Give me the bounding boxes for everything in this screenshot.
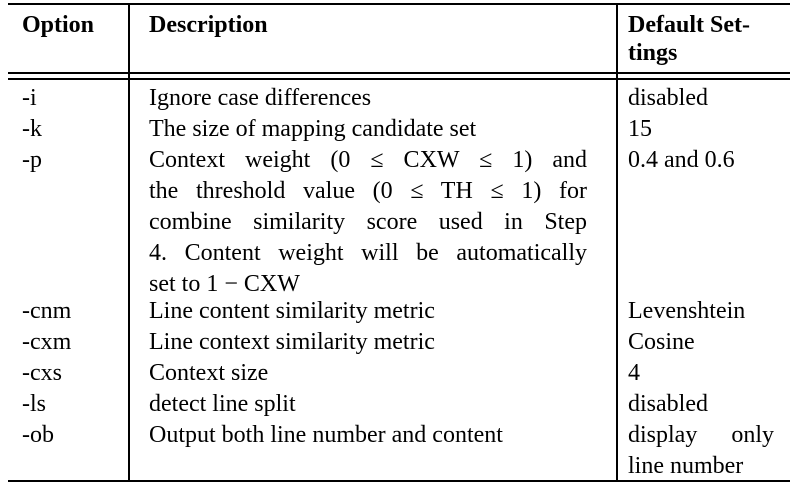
default-ob-line-2: line number — [628, 453, 744, 479]
option-cnm: -cnm — [22, 298, 72, 324]
header-default-line-2: tings — [628, 40, 678, 66]
default-p: 0.4 and 0.6 — [628, 147, 735, 173]
option-ls: -ls — [22, 391, 46, 417]
description-p-line-1: Context weight (0 ≤ CXW ≤ 1) and — [149, 147, 587, 173]
header-description: Description — [149, 12, 268, 38]
option-cxs: -cxs — [22, 360, 62, 386]
default-k: 15 — [628, 116, 652, 142]
description-k: The size of mapping candidate set — [149, 116, 477, 142]
column-divider-2 — [616, 3, 618, 482]
bottom-rule — [8, 480, 790, 482]
header-option: Option — [22, 12, 95, 38]
description-ob: Output both line number and content — [149, 422, 503, 448]
options-table: Option Description Default Set- tings -i… — [8, 3, 790, 482]
description-cxs: Context size — [149, 360, 269, 386]
option-cxm: -cxm — [22, 329, 72, 355]
default-i: disabled — [628, 85, 708, 111]
top-rule — [8, 3, 790, 5]
default-cxm: Cosine — [628, 329, 695, 355]
description-p-line-4: 4. Content weight will be automatically — [149, 240, 587, 266]
option-k: -k — [22, 116, 42, 142]
default-ob-line-1: display only — [628, 422, 774, 448]
description-p-line-3: combine similarity score used in Step — [149, 209, 587, 235]
default-ls: disabled — [628, 391, 708, 417]
option-i: -i — [22, 85, 37, 111]
option-p: -p — [22, 147, 42, 173]
header-default-line-1: Default Set- — [628, 12, 750, 38]
description-ls: detect line split — [149, 391, 296, 417]
default-cxs: 4 — [628, 360, 640, 386]
column-divider-1 — [128, 3, 130, 482]
default-cnm: Levenshtein — [628, 298, 746, 324]
header-rule-1 — [8, 72, 790, 74]
description-cxm: Line context similarity metric — [149, 329, 435, 355]
header-rule-2 — [8, 78, 790, 80]
option-ob: -ob — [22, 422, 54, 448]
description-p-line-2: the threshold value (0 ≤ TH ≤ 1) for — [149, 178, 587, 204]
description-cnm: Line content similarity metric — [149, 298, 435, 324]
description-i: Ignore case differences — [149, 85, 372, 111]
description-p-line-5: set to 1 − CXW — [149, 271, 300, 297]
